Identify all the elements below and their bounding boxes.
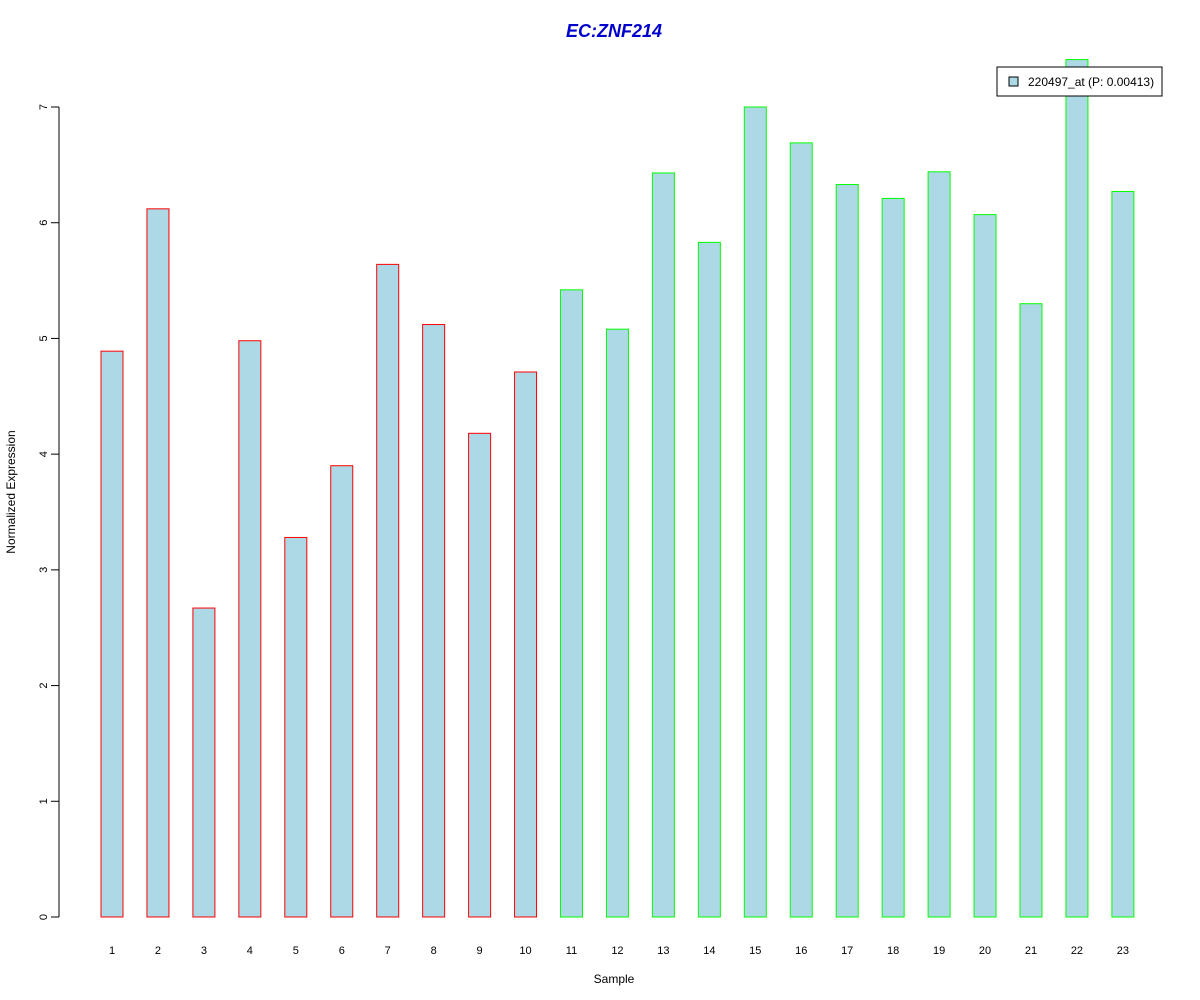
y-tick-label: 7 [38, 104, 50, 110]
bar-sample-18 [881, 197, 905, 918]
bar-sample-2 [146, 208, 170, 918]
y-axis: 0 1 2 3 4 5 6 7 [38, 104, 60, 920]
x-tick-label: 4 [247, 945, 253, 957]
x-tick-label: 14 [703, 945, 715, 957]
bar-sample-20 [973, 214, 997, 918]
bar-sample-13 [651, 172, 675, 918]
bar-sample-23 [1111, 190, 1135, 918]
y-tick-label: 4 [38, 451, 50, 457]
x-tick-label: 5 [293, 945, 299, 957]
bar-sample-4 [238, 340, 262, 918]
x-tick-label: 8 [431, 945, 437, 957]
bar-sample-19 [927, 171, 951, 918]
bar-sample-8 [422, 324, 446, 918]
x-tick-label: 20 [979, 945, 991, 957]
x-tick-label: 3 [201, 945, 207, 957]
x-tick-label: 12 [611, 945, 623, 957]
bar-sample-17 [835, 184, 859, 918]
x-tick-label: 1 [109, 945, 115, 957]
bar-sample-21 [1019, 303, 1043, 918]
x-tick-label: 17 [841, 945, 853, 957]
bar-sample-1 [100, 350, 124, 918]
x-tick-label: 16 [795, 945, 807, 957]
legend-box [996, 66, 1163, 97]
y-axis-label: Normalized Expression [4, 430, 18, 553]
bar-sample-12 [605, 328, 629, 918]
x-tick-label: 13 [657, 945, 669, 957]
x-tick-label: 15 [749, 945, 761, 957]
chart-title: EC:ZNF214 [566, 21, 662, 41]
bar-sample-22 [1065, 59, 1089, 918]
bar-sample-5 [284, 536, 308, 918]
x-tick-label: 11 [566, 945, 577, 957]
legend-swatch [1008, 76, 1019, 87]
bar-sample-14 [697, 241, 721, 918]
bar-sample-3 [192, 607, 216, 918]
y-tick-label: 3 [38, 567, 50, 573]
y-tick-label: 5 [38, 335, 50, 341]
x-tick-label: 22 [1071, 945, 1083, 957]
x-tick-label: 9 [477, 945, 483, 957]
x-tick-label: 2 [155, 945, 161, 957]
x-tick-label: 19 [933, 945, 945, 957]
bar-sample-9 [468, 432, 492, 918]
x-tick-label: 23 [1117, 945, 1129, 957]
bar-sample-11 [560, 289, 583, 918]
x-tick-label: 21 [1025, 945, 1037, 957]
bar-sample-7 [376, 263, 400, 918]
bar-sample-6 [330, 465, 354, 918]
x-tick-labels: 1 2 3 4 5 6 7 8 9 10 11 12 13 14 15 16 17 18 19 20 21 22 23 [109, 945, 1129, 957]
x-axis-label: Sample [594, 972, 635, 986]
bar-sample-10 [514, 371, 538, 918]
bar-sample-16 [789, 142, 813, 918]
x-tick-label: 18 [887, 945, 899, 957]
legend: 220497_at (P: 0.00413) [996, 66, 1163, 97]
x-tick-label: 6 [339, 945, 345, 957]
bars [100, 59, 1135, 918]
bar-sample-15 [743, 106, 767, 918]
y-tick-label: 2 [38, 683, 50, 689]
y-tick-label: 0 [38, 914, 50, 920]
legend-label: 220497_at (P: 0.00413) [1028, 75, 1154, 89]
x-tick-label: 10 [519, 945, 531, 957]
x-tick-label: 7 [385, 945, 391, 957]
y-tick-label: 1 [38, 798, 50, 804]
y-tick-label: 6 [38, 220, 50, 226]
